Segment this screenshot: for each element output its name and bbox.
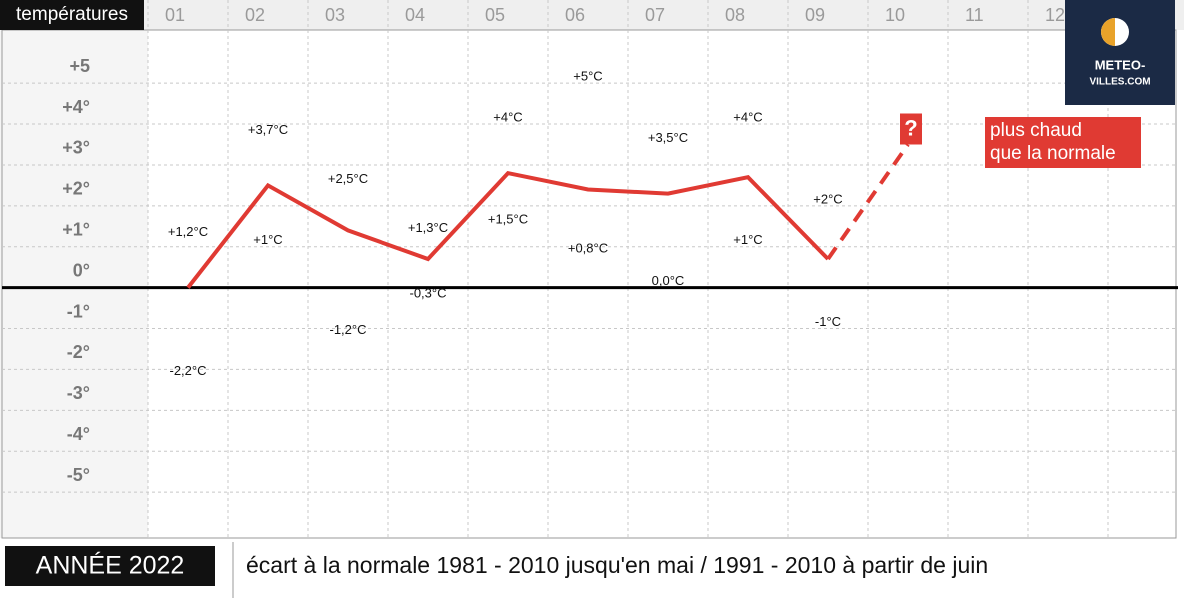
x-tick-label: 06	[565, 5, 585, 25]
y-tick-label: +4°	[62, 97, 90, 117]
low-label: 0,0°C	[652, 273, 685, 288]
low-label: +0,8°C	[568, 240, 608, 255]
x-tick-label: 05	[485, 5, 505, 25]
high-label: +3,5°C	[648, 130, 688, 145]
y-axis-label: températures	[16, 4, 128, 25]
low-label: -2,2°C	[170, 363, 207, 378]
x-tick-label: 08	[725, 5, 745, 25]
y-tick-label: +3°	[62, 138, 90, 158]
question-box	[900, 113, 922, 145]
high-label: +1,3°C	[408, 220, 448, 235]
note-box	[985, 117, 1141, 168]
note-text: que la normale	[990, 143, 1116, 164]
axis-panel	[0, 30, 148, 538]
high-label: +2°C	[813, 191, 842, 206]
ylabel-box	[0, 0, 144, 30]
x-tick-label: 11	[965, 5, 984, 25]
forecast-line	[826, 143, 910, 261]
x-tick-label: 02	[245, 5, 265, 25]
x-tick-label: 07	[645, 5, 665, 25]
year-box	[5, 546, 215, 586]
logo-text: METEO-	[1095, 57, 1146, 72]
x-tick-label: 01	[165, 5, 185, 25]
high-label: +5°C	[573, 69, 602, 84]
y-tick-label: -1°	[67, 301, 90, 321]
high-label: +3,7°C	[248, 122, 288, 137]
high-label: +1,2°C	[168, 224, 208, 239]
y-tick-label: 0°	[73, 260, 90, 280]
high-label: +4°C	[733, 109, 762, 124]
note-text: plus chaud	[990, 120, 1082, 141]
high-label: +4°C	[493, 109, 522, 124]
y-tick-label: -5°	[67, 465, 90, 485]
low-label: +1,5°C	[488, 212, 528, 227]
y-tick-label: +1°	[62, 219, 90, 239]
year: ANNÉE 2022	[36, 551, 185, 580]
x-tick-label: 03	[325, 5, 345, 25]
low-label: +1°C	[733, 232, 762, 247]
low-label: -1,2°C	[330, 322, 367, 337]
caption: écart à la normale 1981 - 2010 jusqu'en …	[246, 552, 988, 578]
logo-box	[1065, 0, 1175, 105]
low-label: -1°C	[815, 314, 841, 329]
question-mark: ?	[904, 115, 917, 140]
plot: 01 02 03 04 05 06 07 08 09 10 11 12 +5 +4° +3° +2° +1° 0°…	[2, 0, 1178, 538]
logo-icon-half	[1101, 18, 1115, 46]
x-tick-label: 04	[405, 5, 425, 25]
x-tick-label: 09	[805, 5, 825, 25]
logo-text: VILLES.COM	[1089, 77, 1150, 88]
y-tick-label: -2°	[67, 342, 90, 362]
y-tick-label: -3°	[67, 383, 90, 403]
high-label: +2,5°C	[328, 171, 368, 186]
y-tick-label: +2°	[62, 179, 90, 199]
y-tick-label: -4°	[67, 424, 90, 444]
plot-frame	[1, 29, 1177, 539]
header-row	[0, 0, 1184, 30]
y-tick-label: +5	[69, 56, 90, 76]
x-tick-label: 10	[885, 5, 905, 25]
data-line	[186, 170, 830, 289]
low-label: -0,3°C	[410, 285, 447, 300]
x-tick-label: 12	[1045, 5, 1065, 25]
low-label: +1°C	[253, 232, 282, 247]
